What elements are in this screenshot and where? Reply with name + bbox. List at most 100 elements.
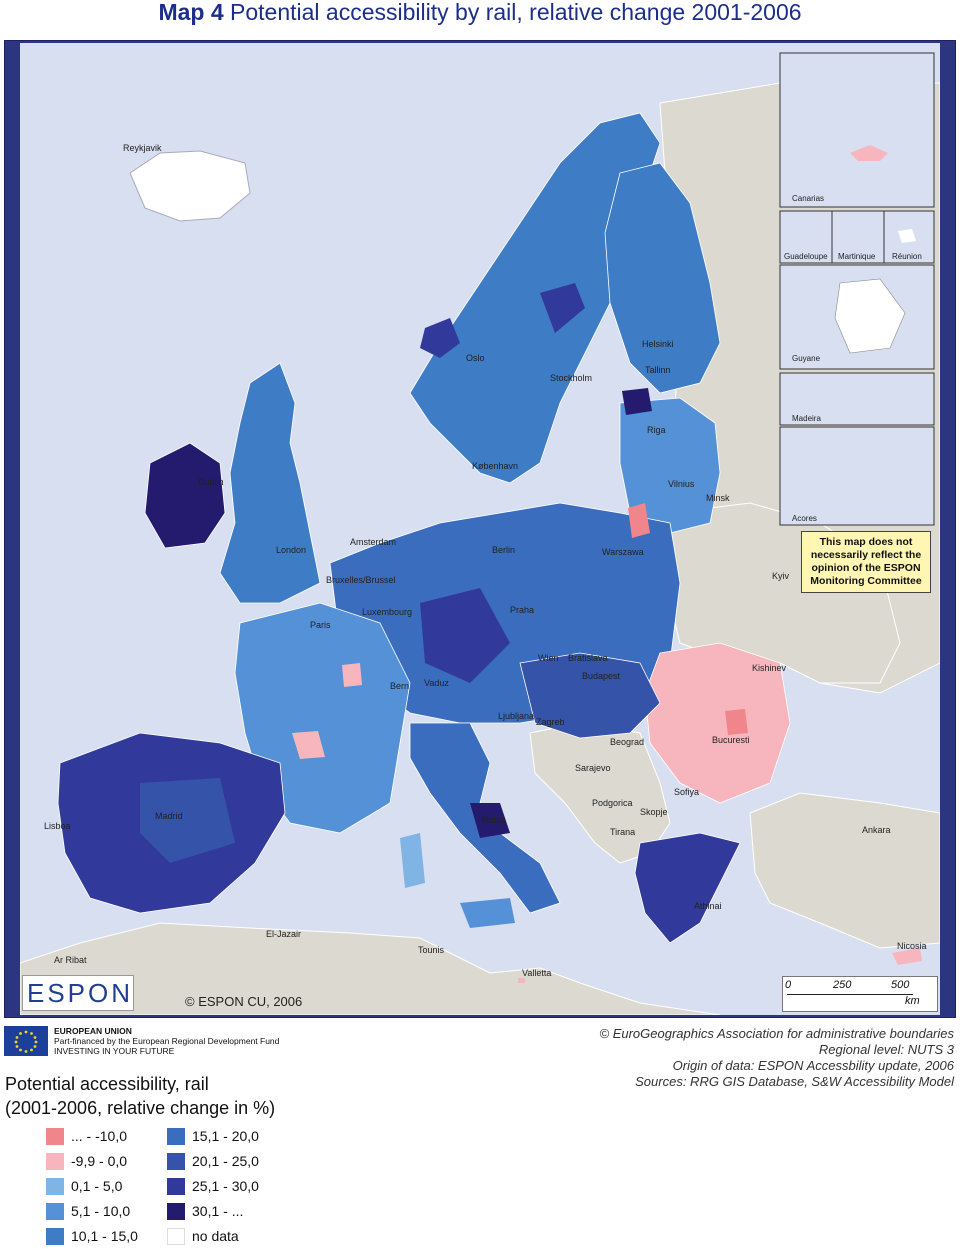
city-madrid: Madrid [155, 811, 183, 821]
region-estonia-dark [622, 388, 652, 415]
land-greece [634, 832, 741, 944]
region-iberia-mid [140, 778, 235, 863]
city-sofiya: Sofiya [674, 787, 699, 797]
disclaimer-box: This map does not necessarily reflect th… [801, 531, 931, 593]
eu-flag-icon [4, 1026, 48, 1056]
land-sicily [460, 898, 515, 928]
legend-swatch [167, 1228, 185, 1245]
inset-martinique-box [831, 210, 885, 264]
eu-line1: EUROPEAN UNION [54, 1026, 132, 1036]
legend-label: 30,1 - ... [192, 1203, 244, 1219]
scale-line [787, 994, 913, 995]
city-warszawa: Warszawa [602, 547, 644, 557]
legend-label: ... - -10,0 [71, 1128, 128, 1144]
city-helsinki: Helsinki [642, 339, 674, 349]
legend-label: -9,9 - 0,0 [71, 1153, 128, 1169]
region-norway-dark [420, 318, 460, 358]
inset-label-guadeloupe: Guadeloupe [784, 252, 828, 261]
land-sardinia [400, 833, 425, 888]
legend-swatch [167, 1178, 185, 1195]
city-riga: Riga [647, 425, 666, 435]
city-amsterdam: Amsterdam [350, 537, 396, 547]
city-paris: Paris [310, 620, 331, 630]
legend-label: no data [192, 1228, 239, 1244]
eu-line2: Part-financed by the European Regional D… [54, 1036, 280, 1046]
region-france-pink2 [292, 731, 325, 759]
credits: © EuroGeographics Association for admini… [600, 1026, 955, 1090]
inset-label-acores: Acores [792, 514, 817, 523]
city-kishinev: Kishinev [752, 663, 787, 673]
map-title-number: Map 4 [158, 0, 224, 25]
inset-reunion-land [898, 229, 916, 243]
region-poland-pink [628, 503, 650, 538]
legend-swatch [46, 1228, 64, 1245]
city-oslo: Oslo [466, 353, 485, 363]
city-labels: Reykjavik Oslo Stockholm Helsinki Tallin… [44, 143, 927, 978]
scale-bar: 0 250 500 km [782, 976, 938, 1012]
city-wien: Wien [538, 653, 559, 663]
legend-label: 25,1 - 30,0 [192, 1178, 259, 1194]
city-roma: Roma [482, 815, 506, 825]
legend-title: Potential accessibility, rail (2001-2006… [5, 1072, 275, 1120]
inset-acores-box [779, 426, 935, 526]
city-berlin: Berlin [492, 545, 515, 555]
credits-line4: Sources: RRG GIS Database, S&W Accessibi… [635, 1074, 954, 1089]
legend-label: 20,1 - 25,0 [192, 1153, 259, 1169]
city-bern: Bern [390, 681, 409, 691]
city-budapest: Budapest [582, 671, 621, 681]
eu-funding-block: EUROPEAN UNION Part-financed by the Euro… [4, 1026, 304, 1058]
city-praha: Praha [510, 605, 534, 615]
city-ljubljana: Ljubljana [498, 711, 534, 721]
legend-swatch [46, 1128, 64, 1145]
legend-title-line1: Potential accessibility, rail [5, 1074, 209, 1094]
land-iceland [129, 150, 251, 222]
legend-swatch [167, 1153, 185, 1170]
land-malta [518, 978, 525, 983]
land-hungary-slovakia [519, 652, 661, 739]
city-nicosia: Nicosia [897, 941, 927, 951]
inset-label-madeira: Madeira [792, 414, 821, 423]
city-bruxelles: Bruxelles/Brussel [326, 575, 396, 585]
inset-guyane-land [834, 278, 906, 354]
inset-madeira-box [779, 372, 935, 426]
city-el-jazair: El-Jazair [266, 929, 301, 939]
scale-unit: km [905, 995, 920, 1007]
city-ar-ribat: Ar Ribat [54, 955, 87, 965]
land-baltics [619, 397, 721, 534]
credits-line1: © EuroGeographics Association for admini… [599, 1026, 955, 1041]
city-stockholm: Stockholm [550, 373, 592, 383]
eu-line3: INVESTING IN YOUR FUTURE [54, 1046, 175, 1056]
region-italy-dark [470, 803, 510, 838]
credits-line3: Origin of data: ESPON Accessbility updat… [672, 1058, 954, 1073]
city-zagreb: Zagreb [536, 717, 565, 727]
region-sweden-dark [540, 283, 585, 333]
map-canvas[interactable]: Canarias Guadeloupe Martinique Réunion G… [20, 43, 940, 1015]
espon-logo: ESPON [22, 975, 134, 1011]
legend-label: 0,1 - 5,0 [71, 1178, 123, 1194]
land-great-britain [219, 362, 321, 604]
city-tallinn: Tallinn [645, 365, 671, 375]
city-ankara: Ankara [862, 825, 891, 835]
city-vaduz: Vaduz [424, 678, 449, 688]
legend-label: 5,1 - 10,0 [71, 1203, 131, 1219]
city-beograd: Beograd [610, 737, 644, 747]
city-kyiv: Kyiv [772, 571, 790, 581]
city-athinai: Athinai [694, 901, 722, 911]
inset-label-reunion: Réunion [892, 252, 922, 261]
legend-label: 15,1 - 20,0 [192, 1128, 259, 1144]
espon-copyright: © ESPON CU, 2006 [185, 994, 303, 1009]
region-romania-red [725, 709, 748, 735]
city-sarajevo: Sarajevo [575, 763, 611, 773]
map-svg: Canarias Guadeloupe Martinique Réunion G… [20, 52, 940, 1015]
region-germany-dark [420, 588, 510, 683]
city-reykjavik: Reykjavik [123, 143, 162, 153]
credits-line2: Regional level: NUTS 3 [818, 1042, 954, 1057]
legend-label: 10,1 - 15,0 [71, 1228, 138, 1244]
land-finland [604, 162, 721, 394]
legend-title-line2: (2001-2006, relative change in %) [5, 1098, 276, 1118]
eu-funding-text: EUROPEAN UNION Part-financed by the Euro… [54, 1026, 279, 1056]
city-vilnius: Vilnius [668, 479, 695, 489]
scale-tick-0: 0 [785, 979, 792, 991]
city-lisboa: Lisboa [44, 821, 71, 831]
region-france-pink1 [342, 663, 362, 687]
